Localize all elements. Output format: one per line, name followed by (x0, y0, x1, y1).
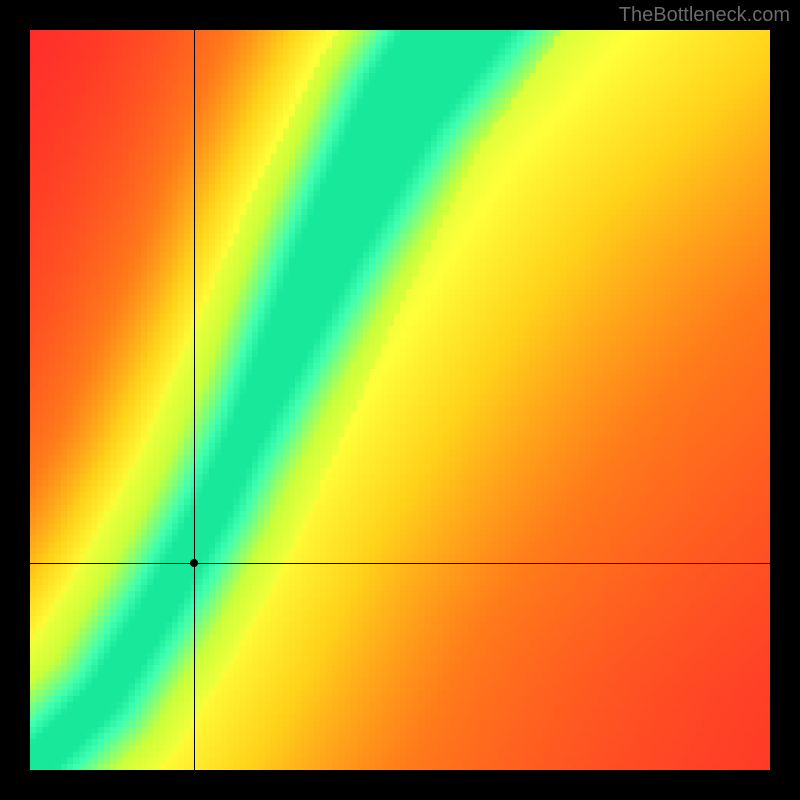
plot-area (30, 30, 770, 770)
figure-container: TheBottleneck.com (0, 0, 800, 800)
bottleneck-heatmap (30, 30, 770, 770)
crosshair-vertical (194, 30, 195, 770)
crosshair-horizontal (30, 563, 770, 564)
watermark-text: TheBottleneck.com (619, 4, 790, 27)
selection-marker (190, 559, 198, 567)
